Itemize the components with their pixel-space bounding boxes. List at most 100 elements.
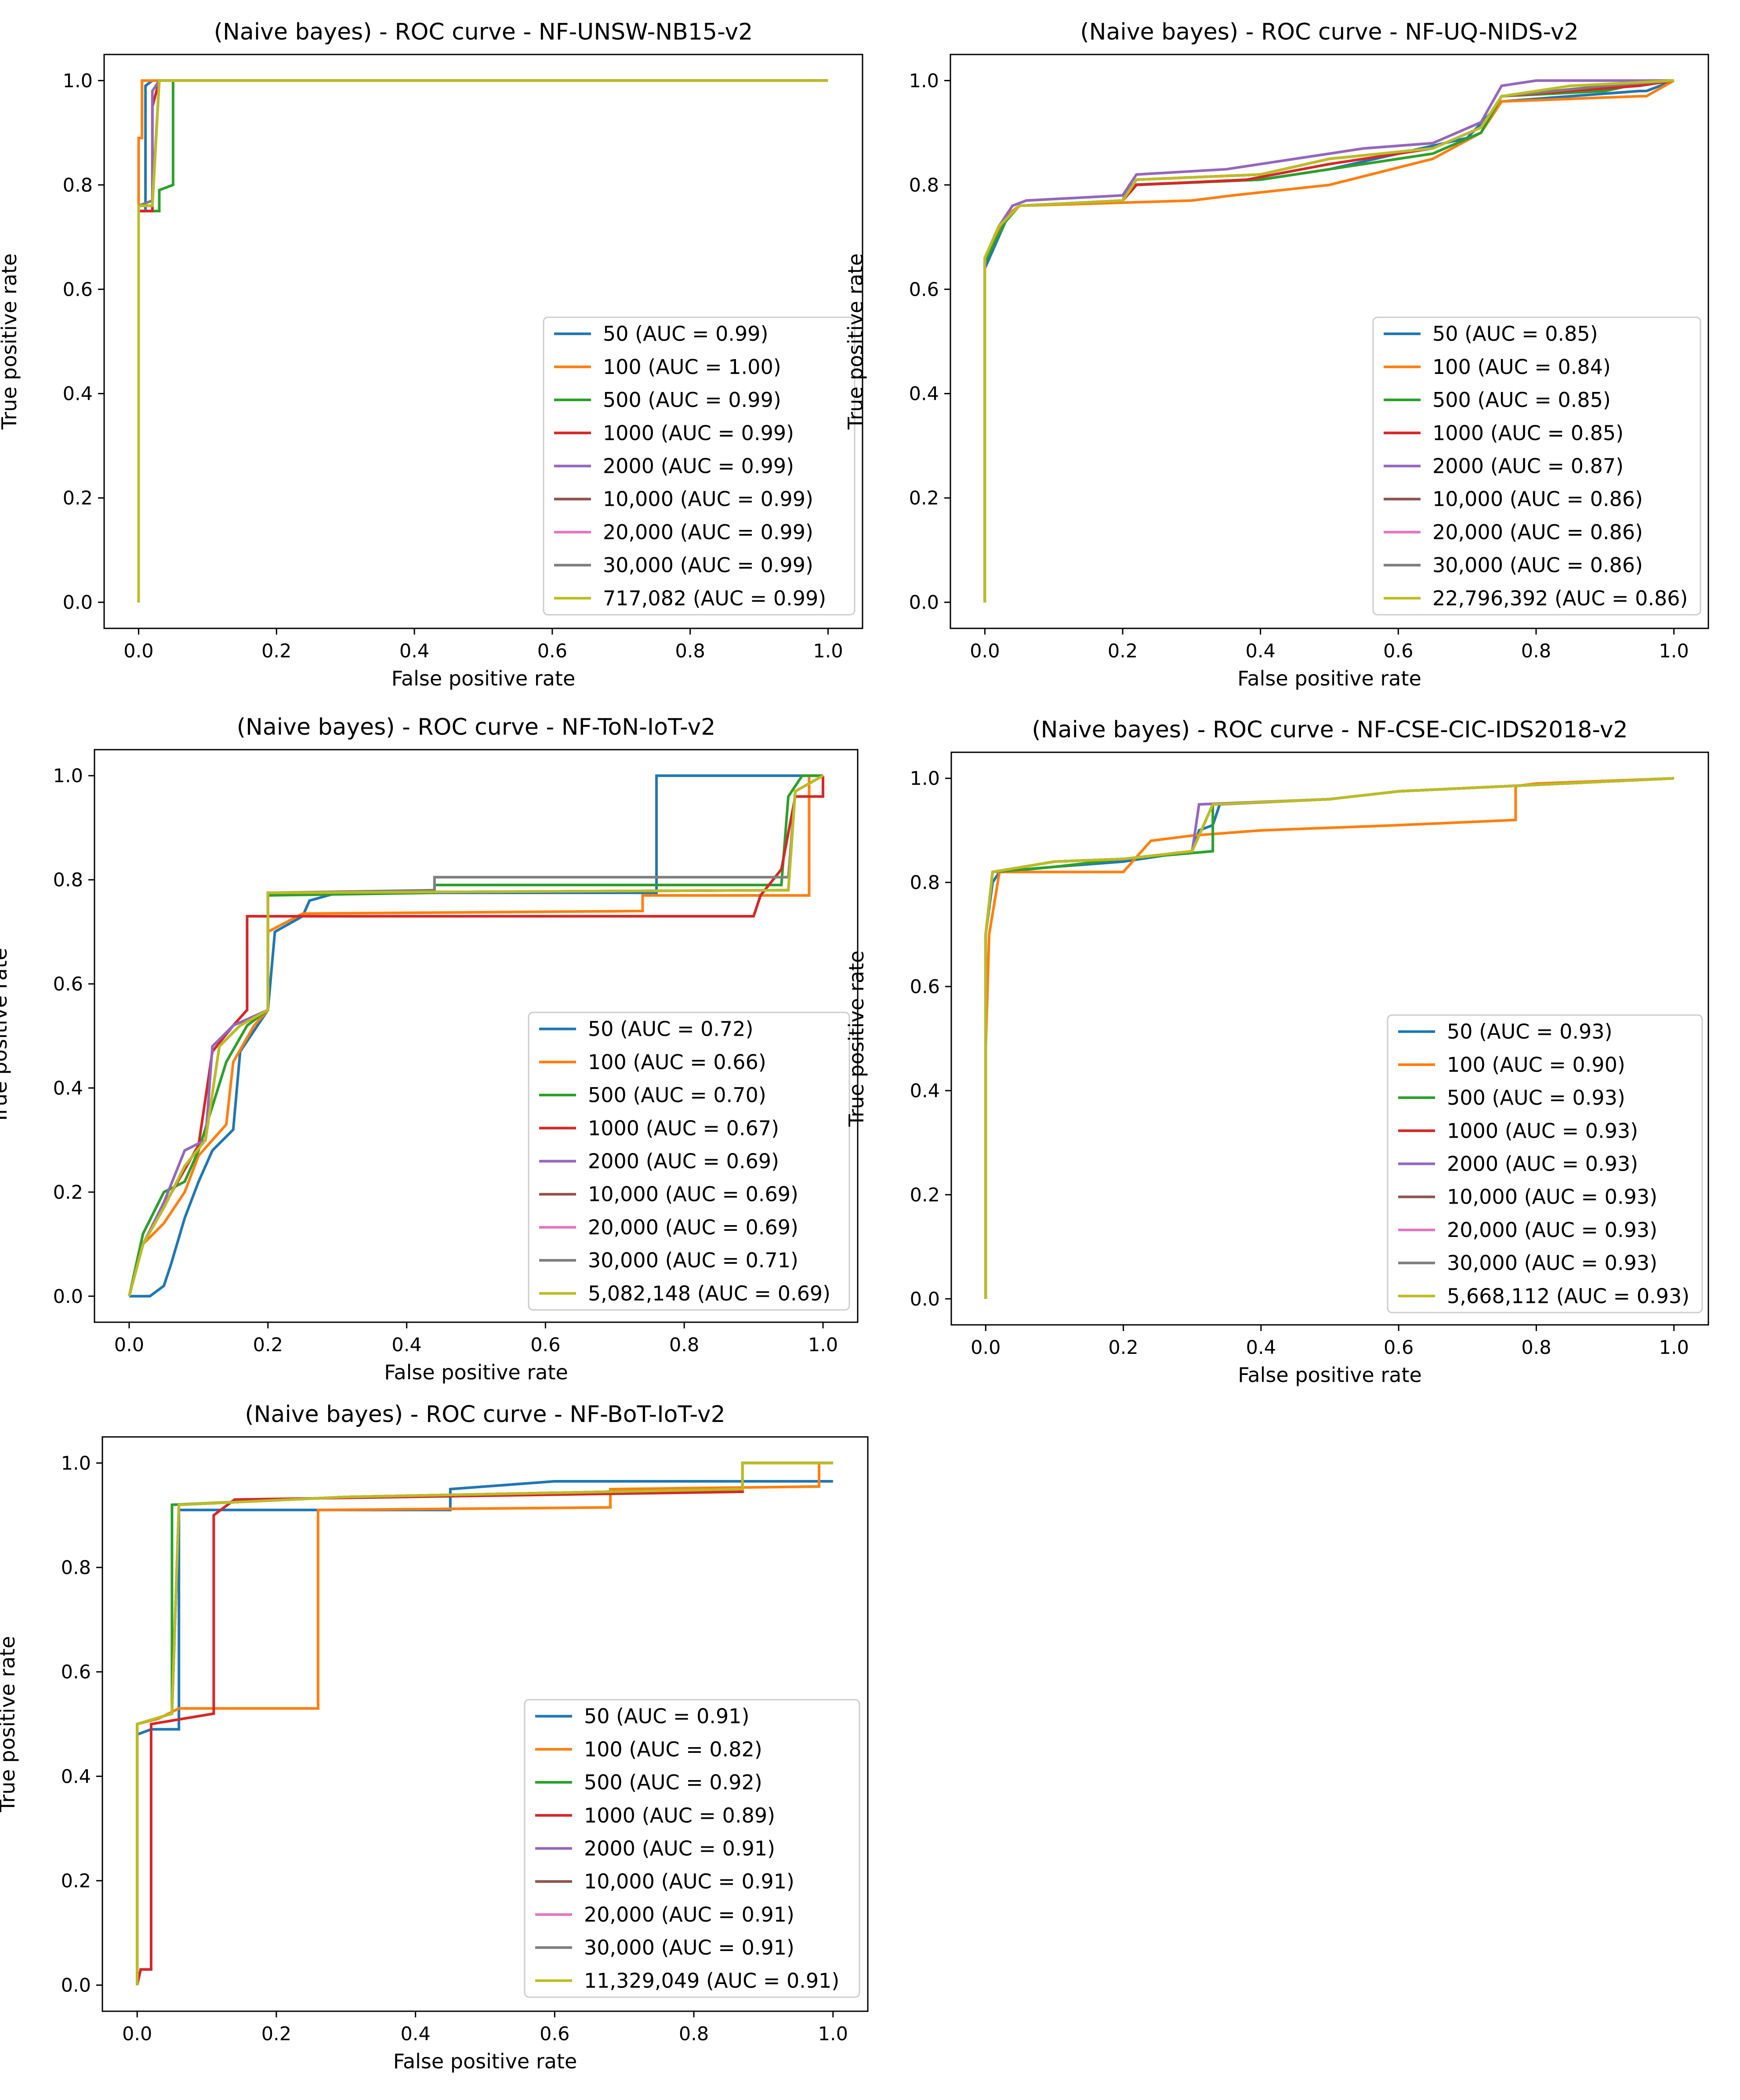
y-tick-label: 0.0 <box>53 1286 83 1308</box>
legend-label: 30,000 (AUC = 0.86) <box>1432 553 1643 577</box>
y-tick-label: 0.2 <box>909 487 939 509</box>
legend-label: 2000 (AUC = 0.99) <box>603 454 794 478</box>
legend-label: 500 (AUC = 0.92) <box>584 1770 762 1794</box>
y-tick-label: 0.0 <box>909 592 939 614</box>
x-axis-label: False positive rate <box>384 1360 568 1384</box>
roc-chart-5: (Naive bayes) - ROC curve - NF-BoT-IoT-v… <box>0 1401 869 2073</box>
legend-label: 1000 (AUC = 0.67) <box>588 1116 779 1140</box>
legend-label: 30,000 (AUC = 0.71) <box>588 1248 798 1272</box>
chart-title: (Naive bayes) - ROC curve - NF-ToN-IoT-v… <box>237 714 716 740</box>
y-tick-label: 1.0 <box>63 70 93 92</box>
legend-label: 2000 (AUC = 0.87) <box>1432 454 1624 478</box>
series-line <box>136 1462 833 1985</box>
plot-frame <box>102 1436 869 2012</box>
x-tick-label: 0.6 <box>540 2023 569 2045</box>
legend-label: 500 (AUC = 0.93) <box>1447 1086 1625 1110</box>
x-tick-label: 1.0 <box>813 640 843 662</box>
legend: 50 (AUC = 0.99) 100 (AUC = 1.00) 500 (AUC … <box>543 316 856 616</box>
x-tick-label: 0.4 <box>399 640 429 662</box>
series-group <box>137 79 828 602</box>
series-line <box>137 79 828 602</box>
x-axis-label: False positive rate <box>1237 667 1421 690</box>
x-tick-label: 1.0 <box>808 1334 838 1356</box>
x-tick-label: 0.2 <box>1108 1337 1138 1359</box>
y-tick-label: 1.0 <box>61 1452 91 1474</box>
plot-frame <box>94 749 859 1323</box>
x-tick-label: 0.2 <box>1108 640 1138 662</box>
legend-label: 500 (AUC = 0.70) <box>588 1083 766 1107</box>
legend: 50 (AUC = 0.85) 100 (AUC = 0.84) 500 (AUC … <box>1372 316 1701 616</box>
legend-box <box>1387 1014 1703 1313</box>
x-tick-label: 0.8 <box>1521 640 1551 662</box>
legend-label: 2000 (AUC = 0.91) <box>584 1837 775 1861</box>
y-axis-label: True positive rate <box>0 948 11 1124</box>
x-tick-label: 0.8 <box>675 640 705 662</box>
legend-label: 717,082 (AUC = 0.99) <box>603 586 826 610</box>
y-tick-label: 0.8 <box>61 1557 91 1579</box>
y-tick-label: 0.6 <box>53 973 83 995</box>
series-group <box>984 777 1674 1299</box>
y-tick-label: 0.0 <box>63 592 93 614</box>
legend-label: 1000 (AUC = 0.89) <box>584 1803 775 1827</box>
legend-label: 10,000 (AUC = 0.93) <box>1447 1185 1657 1209</box>
legend-label: 10,000 (AUC = 0.99) <box>603 487 813 511</box>
plot-frame <box>103 54 863 629</box>
legend-box <box>524 1699 860 1998</box>
y-tick-label: 0.6 <box>61 1661 91 1683</box>
legend: 50 (AUC = 0.72) 100 (AUC = 0.66) 500 (AUC … <box>528 1012 850 1311</box>
legend-label: 10,000 (AUC = 0.91) <box>584 1870 794 1893</box>
x-tick-label: 1.0 <box>1659 1337 1689 1359</box>
y-tick-label: 0.0 <box>61 1975 91 1997</box>
legend-label: 20,000 (AUC = 0.86) <box>1432 520 1643 544</box>
y-tick-label: 0.2 <box>61 1870 91 1892</box>
legend-label: 30,000 (AUC = 0.93) <box>1447 1251 1657 1275</box>
legend-label: 100 (AUC = 0.82) <box>584 1737 762 1761</box>
y-axis-label: True positive rate <box>0 254 21 430</box>
legend-label: 50 (AUC = 0.91) <box>584 1705 750 1728</box>
y-tick-label: 1.0 <box>909 70 939 92</box>
series-line <box>128 774 824 1297</box>
legend-box <box>528 1012 850 1311</box>
y-tick-label: 0.8 <box>63 174 93 196</box>
y-tick-label: 0.8 <box>910 872 940 894</box>
legend-label: 30,000 (AUC = 0.91) <box>584 1936 794 1959</box>
x-tick-label: 1.0 <box>1659 640 1689 662</box>
y-tick-label: 0.4 <box>910 1080 940 1102</box>
x-axis-label: False positive rate <box>393 2049 577 2073</box>
legend-label: 2000 (AUC = 0.93) <box>1447 1152 1638 1176</box>
x-tick-label: 0.0 <box>122 2023 152 2045</box>
legend-label: 50 (AUC = 0.72) <box>588 1017 754 1041</box>
x-tick-label: 0.8 <box>679 2023 709 2045</box>
legend-label: 1000 (AUC = 0.93) <box>1447 1119 1638 1142</box>
roc-chart-4: (Naive bayes) - ROC curve - NF-CSE-CIC-I… <box>845 717 1709 1387</box>
x-tick-label: 0.2 <box>261 2023 291 2045</box>
chart-title: (Naive bayes) - ROC curve - NF-BoT-IoT-v… <box>245 1401 725 1428</box>
x-tick-label: 0.4 <box>1246 1337 1276 1359</box>
y-tick-label: 1.0 <box>910 768 940 790</box>
legend-label: 1000 (AUC = 0.99) <box>603 421 794 445</box>
y-tick-label: 1.0 <box>53 765 83 787</box>
legend-label: 10,000 (AUC = 0.86) <box>1432 487 1643 511</box>
series-line <box>128 774 823 1297</box>
y-axis-label: True positive rate <box>844 254 867 430</box>
roc-chart-2: (Naive bayes) - ROC curve - NF-UQ-NIDS-v… <box>844 19 1709 690</box>
legend-label: 100 (AUC = 0.66) <box>588 1050 766 1074</box>
y-tick-label: 0.4 <box>909 383 939 405</box>
legend-label: 20,000 (AUC = 0.99) <box>603 520 813 544</box>
legend: 50 (AUC = 0.91) 100 (AUC = 0.82) 500 (AUC … <box>524 1699 860 1998</box>
legend-label: 50 (AUC = 0.85) <box>1432 322 1598 346</box>
chart-title: (Naive bayes) - ROC curve - NF-UQ-NIDS-v… <box>1080 19 1578 45</box>
chart-title: (Naive bayes) - ROC curve - NF-CSE-CIC-I… <box>1032 717 1628 743</box>
legend-label: 5,668,112 (AUC = 0.93) <box>1447 1284 1689 1308</box>
y-tick-label: 0.6 <box>909 279 939 301</box>
y-tick-label: 0.8 <box>53 869 83 891</box>
x-tick-label: 0.2 <box>261 640 291 662</box>
plot-frame <box>950 751 1709 1326</box>
legend-label: 100 (AUC = 0.84) <box>1432 355 1611 379</box>
series-line <box>984 777 1674 1299</box>
x-tick-label: 0.6 <box>530 1334 560 1356</box>
x-axis-label: False positive rate <box>1238 1363 1422 1387</box>
y-tick-label: 0.2 <box>53 1182 83 1204</box>
legend-label: 11,329,049 (AUC = 0.91) <box>584 1969 839 1992</box>
